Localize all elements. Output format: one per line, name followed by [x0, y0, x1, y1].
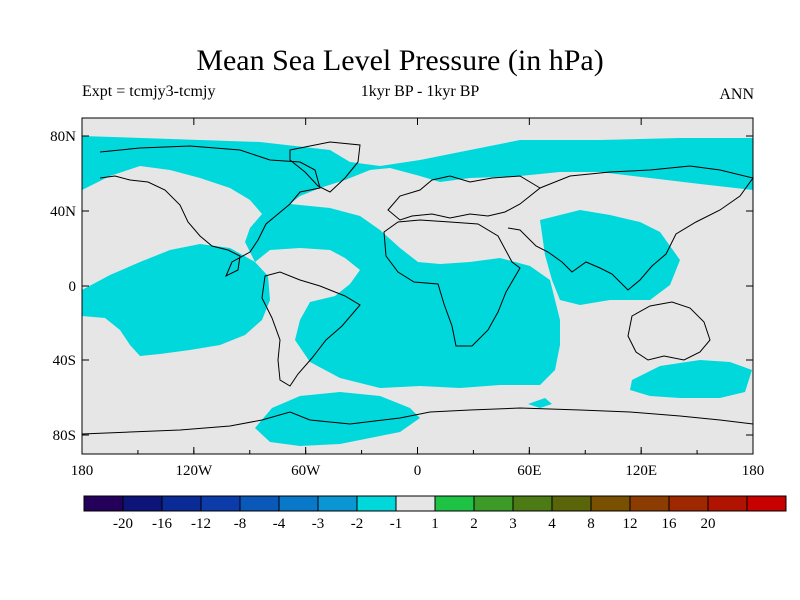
- colorbar-label: -8: [234, 516, 247, 532]
- period-label: 1kyr BP - 1kyr BP: [360, 83, 480, 100]
- lat-tick-label: 40S: [53, 353, 76, 369]
- lon-tick-label: 120W: [175, 463, 213, 479]
- antarctic-shaded-region: [255, 392, 420, 446]
- colorbar-label: -12: [191, 516, 211, 532]
- colorbar-swatch: [746, 495, 787, 512]
- colorbar-swatch: [590, 495, 631, 512]
- colorbar: -20 -16 -12 -8 -4 -3 -2 -1 1 2 3 4 8 12 16 20: [83, 495, 787, 532]
- colorbar-label: -1: [390, 516, 403, 532]
- lon-tick-label: 60E: [517, 463, 541, 479]
- colorbar-swatch: [473, 495, 514, 512]
- axis-ticks: [81, 118, 754, 454]
- lon-tick-label: 180: [71, 463, 94, 479]
- lon-tick-label: 60W: [291, 463, 321, 479]
- north-america-coastline: [99, 145, 321, 278]
- colorbar-swatch: [629, 495, 670, 512]
- colorbar-label: -2: [351, 516, 364, 532]
- colorbar-label: 3: [509, 516, 517, 532]
- map-panel: [81, 117, 754, 455]
- pacific-shaded-region: [82, 244, 270, 356]
- colorbar-swatch: [200, 495, 241, 512]
- lon-tick-label: 0: [414, 463, 422, 479]
- lon-tick-label: 120E: [625, 463, 657, 479]
- arctic-shaded-region: [82, 136, 753, 214]
- europe-coastline: [387, 175, 541, 221]
- colorbar-swatch: [356, 495, 397, 512]
- colorbar-label: 1: [431, 516, 439, 532]
- lat-tick-label: 40N: [50, 204, 76, 220]
- colorbar-swatch: [395, 495, 436, 512]
- south-atlantic-small-region: [528, 398, 552, 408]
- colorbar-label: -4: [273, 516, 286, 532]
- chart-title: Mean Sea Level Pressure (in hPa): [196, 44, 604, 77]
- lat-tick-label: 80N: [50, 129, 76, 145]
- coastlines: [81, 141, 754, 435]
- lat-tick-label: 0: [69, 279, 77, 295]
- colorbar-swatch: [551, 495, 592, 512]
- colorbar-swatch: [512, 495, 553, 512]
- colorbar-swatch: [317, 495, 358, 512]
- colorbar-swatch: [668, 495, 709, 512]
- colorbar-label: 16: [662, 516, 678, 532]
- colorbar-swatch: [122, 495, 163, 512]
- experiment-label: Expt = tcmjy3-tcmjy: [82, 83, 216, 100]
- colorbar-label: 4: [548, 516, 556, 532]
- lat-tick-label: 80S: [53, 428, 76, 444]
- asia-coastline: [507, 165, 754, 291]
- atlantic-shaded-region: [245, 204, 560, 388]
- greenland-coastline: [289, 141, 361, 193]
- australia-shaded-region: [630, 360, 752, 398]
- colorbar-swatch: [278, 495, 319, 512]
- australia-coastline: [627, 301, 711, 361]
- colorbar-label: -16: [152, 516, 172, 532]
- colorbar-label: -3: [312, 516, 325, 532]
- colorbar-label: 12: [623, 516, 638, 532]
- colorbar-swatch: [239, 495, 280, 512]
- shaded-regions: [82, 136, 753, 446]
- colorbar-label: -20: [113, 516, 133, 532]
- indian-ocean-shaded-region: [540, 210, 680, 305]
- colorbar-label: 8: [587, 516, 595, 532]
- south-america-coastline: [261, 271, 361, 387]
- colorbar-label: 20: [701, 516, 716, 532]
- africa-coastline: [383, 219, 521, 347]
- colorbar-swatch: [434, 495, 475, 512]
- lon-tick-label: 180: [742, 463, 765, 479]
- season-label: ANN: [719, 86, 754, 103]
- colorbar-label: 2: [470, 516, 478, 532]
- colorbar-swatch: [83, 495, 124, 512]
- colorbar-swatch: [707, 495, 748, 512]
- colorbar-swatch: [161, 495, 202, 512]
- antarctica-coastline: [81, 407, 754, 435]
